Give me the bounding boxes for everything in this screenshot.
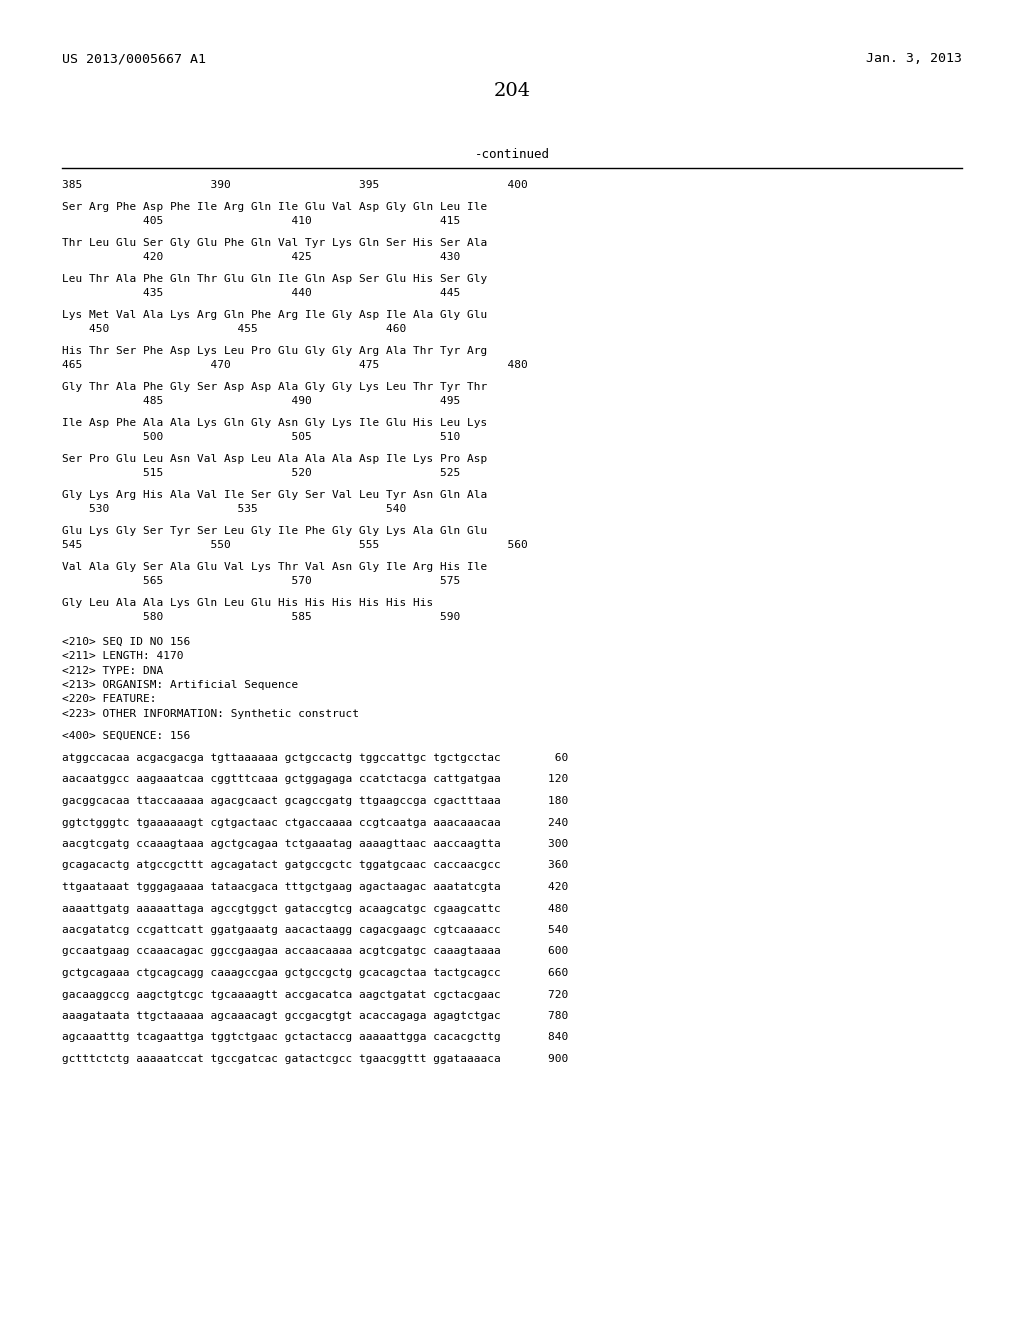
Text: Glu Lys Gly Ser Tyr Ser Leu Gly Ile Phe Gly Gly Lys Ala Gln Glu: Glu Lys Gly Ser Tyr Ser Leu Gly Ile Phe … [62, 525, 487, 536]
Text: 515                   520                   525: 515 520 525 [62, 469, 460, 478]
Text: 420                   425                   430: 420 425 430 [62, 252, 460, 261]
Text: Jan. 3, 2013: Jan. 3, 2013 [866, 51, 962, 65]
Text: <213> ORGANISM: Artificial Sequence: <213> ORGANISM: Artificial Sequence [62, 680, 298, 690]
Text: -continued: -continued [474, 148, 550, 161]
Text: Leu Thr Ala Phe Gln Thr Glu Gln Ile Gln Asp Ser Glu His Ser Gly: Leu Thr Ala Phe Gln Thr Glu Gln Ile Gln … [62, 273, 487, 284]
Text: Lys Met Val Ala Lys Arg Gln Phe Arg Ile Gly Asp Ile Ala Gly Glu: Lys Met Val Ala Lys Arg Gln Phe Arg Ile … [62, 309, 487, 319]
Text: 545                   550                   555                   560: 545 550 555 560 [62, 540, 527, 550]
Text: Val Ala Gly Ser Ala Glu Val Lys Thr Val Asn Gly Ile Arg His Ile: Val Ala Gly Ser Ala Glu Val Lys Thr Val … [62, 561, 487, 572]
Text: <212> TYPE: DNA: <212> TYPE: DNA [62, 665, 163, 676]
Text: US 2013/0005667 A1: US 2013/0005667 A1 [62, 51, 206, 65]
Text: aacaatggcc aagaaatcaa cggtttcaaa gctggagaga ccatctacga cattgatgaa       120: aacaatggcc aagaaatcaa cggtttcaaa gctggag… [62, 775, 568, 784]
Text: <210> SEQ ID NO 156: <210> SEQ ID NO 156 [62, 636, 190, 647]
Text: gcagacactg atgccgcttt agcagatact gatgccgctc tggatgcaac caccaacgcc       360: gcagacactg atgccgcttt agcagatact gatgccg… [62, 861, 568, 870]
Text: <223> OTHER INFORMATION: Synthetic construct: <223> OTHER INFORMATION: Synthetic const… [62, 709, 359, 719]
Text: Gly Leu Ala Ala Lys Gln Leu Glu His His His His His His: Gly Leu Ala Ala Lys Gln Leu Glu His His … [62, 598, 433, 607]
Text: aaagataata ttgctaaaaa agcaaacagt gccgacgtgt acaccagaga agagtctgac       780: aaagataata ttgctaaaaa agcaaacagt gccgacg… [62, 1011, 568, 1020]
Text: Ser Pro Glu Leu Asn Val Asp Leu Ala Ala Ala Asp Ile Lys Pro Asp: Ser Pro Glu Leu Asn Val Asp Leu Ala Ala … [62, 454, 487, 463]
Text: ttgaataaat tgggagaaaa tataacgaca tttgctgaag agactaagac aaatatcgta       420: ttgaataaat tgggagaaaa tataacgaca tttgctg… [62, 882, 568, 892]
Text: gacggcacaa ttaccaaaaa agacgcaact gcagccgatg ttgaagccga cgactttaaa       180: gacggcacaa ttaccaaaaa agacgcaact gcagccg… [62, 796, 568, 807]
Text: 500                   505                   510: 500 505 510 [62, 432, 460, 442]
Text: gctttctctg aaaaatccat tgccgatcac gatactcgcc tgaacggttt ggataaaaca       900: gctttctctg aaaaatccat tgccgatcac gatactc… [62, 1053, 568, 1064]
Text: gacaaggccg aagctgtcgc tgcaaaagtt accgacatca aagctgatat cgctacgaac       720: gacaaggccg aagctgtcgc tgcaaaagtt accgaca… [62, 990, 568, 999]
Text: gccaatgaag ccaaacagac ggccgaagaa accaacaaaa acgtcgatgc caaagtaaaa       600: gccaatgaag ccaaacagac ggccgaagaa accaaca… [62, 946, 568, 957]
Text: <400> SEQUENCE: 156: <400> SEQUENCE: 156 [62, 730, 190, 741]
Text: 204: 204 [494, 82, 530, 100]
Text: ggtctgggtc tgaaaaaagt cgtgactaac ctgaccaaaa ccgtcaatga aaacaaacaa       240: ggtctgggtc tgaaaaaagt cgtgactaac ctgacca… [62, 817, 568, 828]
Text: 465                   470                   475                   480: 465 470 475 480 [62, 360, 527, 370]
Text: Thr Leu Glu Ser Gly Glu Phe Gln Val Tyr Lys Gln Ser His Ser Ala: Thr Leu Glu Ser Gly Glu Phe Gln Val Tyr … [62, 238, 487, 248]
Text: Gly Lys Arg His Ala Val Ile Ser Gly Ser Val Leu Tyr Asn Gln Ala: Gly Lys Arg His Ala Val Ile Ser Gly Ser … [62, 490, 487, 499]
Text: 530                   535                   540: 530 535 540 [62, 504, 407, 513]
Text: 450                   455                   460: 450 455 460 [62, 323, 407, 334]
Text: aacgatatcg ccgattcatt ggatgaaatg aacactaagg cagacgaagc cgtcaaaacc       540: aacgatatcg ccgattcatt ggatgaaatg aacacta… [62, 925, 568, 935]
Text: 405                   410                   415: 405 410 415 [62, 216, 460, 226]
Text: agcaaatttg tcagaattga tggtctgaac gctactaccg aaaaattgga cacacgcttg       840: agcaaatttg tcagaattga tggtctgaac gctacta… [62, 1032, 568, 1043]
Text: <220> FEATURE:: <220> FEATURE: [62, 694, 157, 705]
Text: aacgtcgatg ccaaagtaaa agctgcagaa tctgaaatag aaaagttaac aaccaagtta       300: aacgtcgatg ccaaagtaaa agctgcagaa tctgaaa… [62, 840, 568, 849]
Text: 565                   570                   575: 565 570 575 [62, 576, 460, 586]
Text: aaaattgatg aaaaattaga agccgtggct gataccgtcg acaagcatgc cgaagcattc       480: aaaattgatg aaaaattaga agccgtggct gataccg… [62, 903, 568, 913]
Text: Ser Arg Phe Asp Phe Ile Arg Gln Ile Glu Val Asp Gly Gln Leu Ile: Ser Arg Phe Asp Phe Ile Arg Gln Ile Glu … [62, 202, 487, 211]
Text: 580                   585                   590: 580 585 590 [62, 612, 460, 622]
Text: His Thr Ser Phe Asp Lys Leu Pro Glu Gly Gly Arg Ala Thr Tyr Arg: His Thr Ser Phe Asp Lys Leu Pro Glu Gly … [62, 346, 487, 355]
Text: Gly Thr Ala Phe Gly Ser Asp Asp Ala Gly Gly Lys Leu Thr Tyr Thr: Gly Thr Ala Phe Gly Ser Asp Asp Ala Gly … [62, 381, 487, 392]
Text: gctgcagaaa ctgcagcagg caaagccgaa gctgccgctg gcacagctaa tactgcagcc       660: gctgcagaaa ctgcagcagg caaagccgaa gctgccg… [62, 968, 568, 978]
Text: 435                   440                   445: 435 440 445 [62, 288, 460, 298]
Text: Ile Asp Phe Ala Ala Lys Gln Gly Asn Gly Lys Ile Glu His Leu Lys: Ile Asp Phe Ala Ala Lys Gln Gly Asn Gly … [62, 417, 487, 428]
Text: 485                   490                   495: 485 490 495 [62, 396, 460, 407]
Text: 385                   390                   395                   400: 385 390 395 400 [62, 180, 527, 190]
Text: <211> LENGTH: 4170: <211> LENGTH: 4170 [62, 651, 183, 661]
Text: atggccacaa acgacgacga tgttaaaaaa gctgccactg tggccattgc tgctgcctac        60: atggccacaa acgacgacga tgttaaaaaa gctgcca… [62, 752, 568, 763]
